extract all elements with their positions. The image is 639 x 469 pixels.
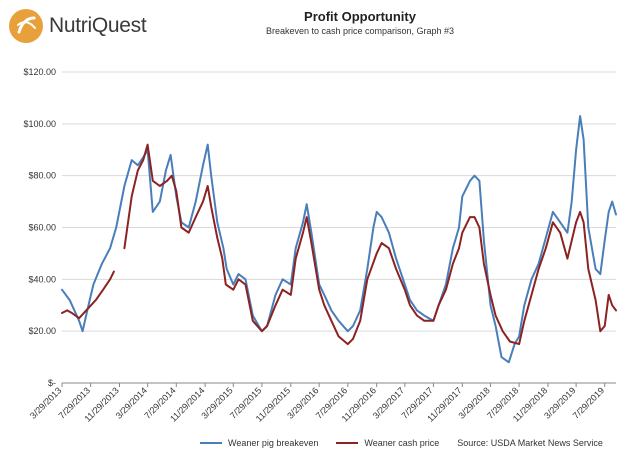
- legend-swatch-cash-price: [336, 442, 359, 444]
- y-tick-label: $80.00: [28, 171, 56, 181]
- y-tick-label: $120.00: [23, 67, 56, 77]
- chart-titles: Profit Opportunity Breakeven to cash pri…: [160, 9, 560, 36]
- y-tick-label: $-: [48, 378, 56, 388]
- brand-name: NutriQuest: [49, 14, 147, 37]
- series-line-cash-price: [61, 143, 617, 346]
- brand-logo: NutriQuest: [8, 8, 147, 44]
- nutriquest-logo-icon: [9, 9, 43, 43]
- source-note: Source: USDA Market News Service: [457, 438, 603, 448]
- y-tick-label: $40.00: [28, 274, 56, 284]
- chart-legend: Weaner pig breakeven Weaner cash price S…: [200, 438, 603, 448]
- chart-title: Profit Opportunity: [304, 9, 416, 24]
- legend-label-breakeven: Weaner pig breakeven: [228, 438, 319, 448]
- series-line-breakeven: [61, 115, 617, 364]
- y-tick-label: $20.00: [28, 326, 56, 336]
- legend-label-cash-price: Weaner cash price: [364, 438, 440, 448]
- legend-swatch-breakeven: [200, 442, 222, 444]
- legend-item-breakeven: Weaner pig breakeven: [200, 438, 318, 448]
- chart-subtitle: Breakeven to cash price comparison, Grap…: [265, 26, 455, 36]
- legend-item-cash-price: Weaner cash price: [336, 438, 439, 448]
- y-tick-label: $60.00: [28, 223, 56, 233]
- x-tick-label: 7/29/2019: [571, 385, 606, 420]
- y-tick-label: $100.00: [23, 119, 56, 129]
